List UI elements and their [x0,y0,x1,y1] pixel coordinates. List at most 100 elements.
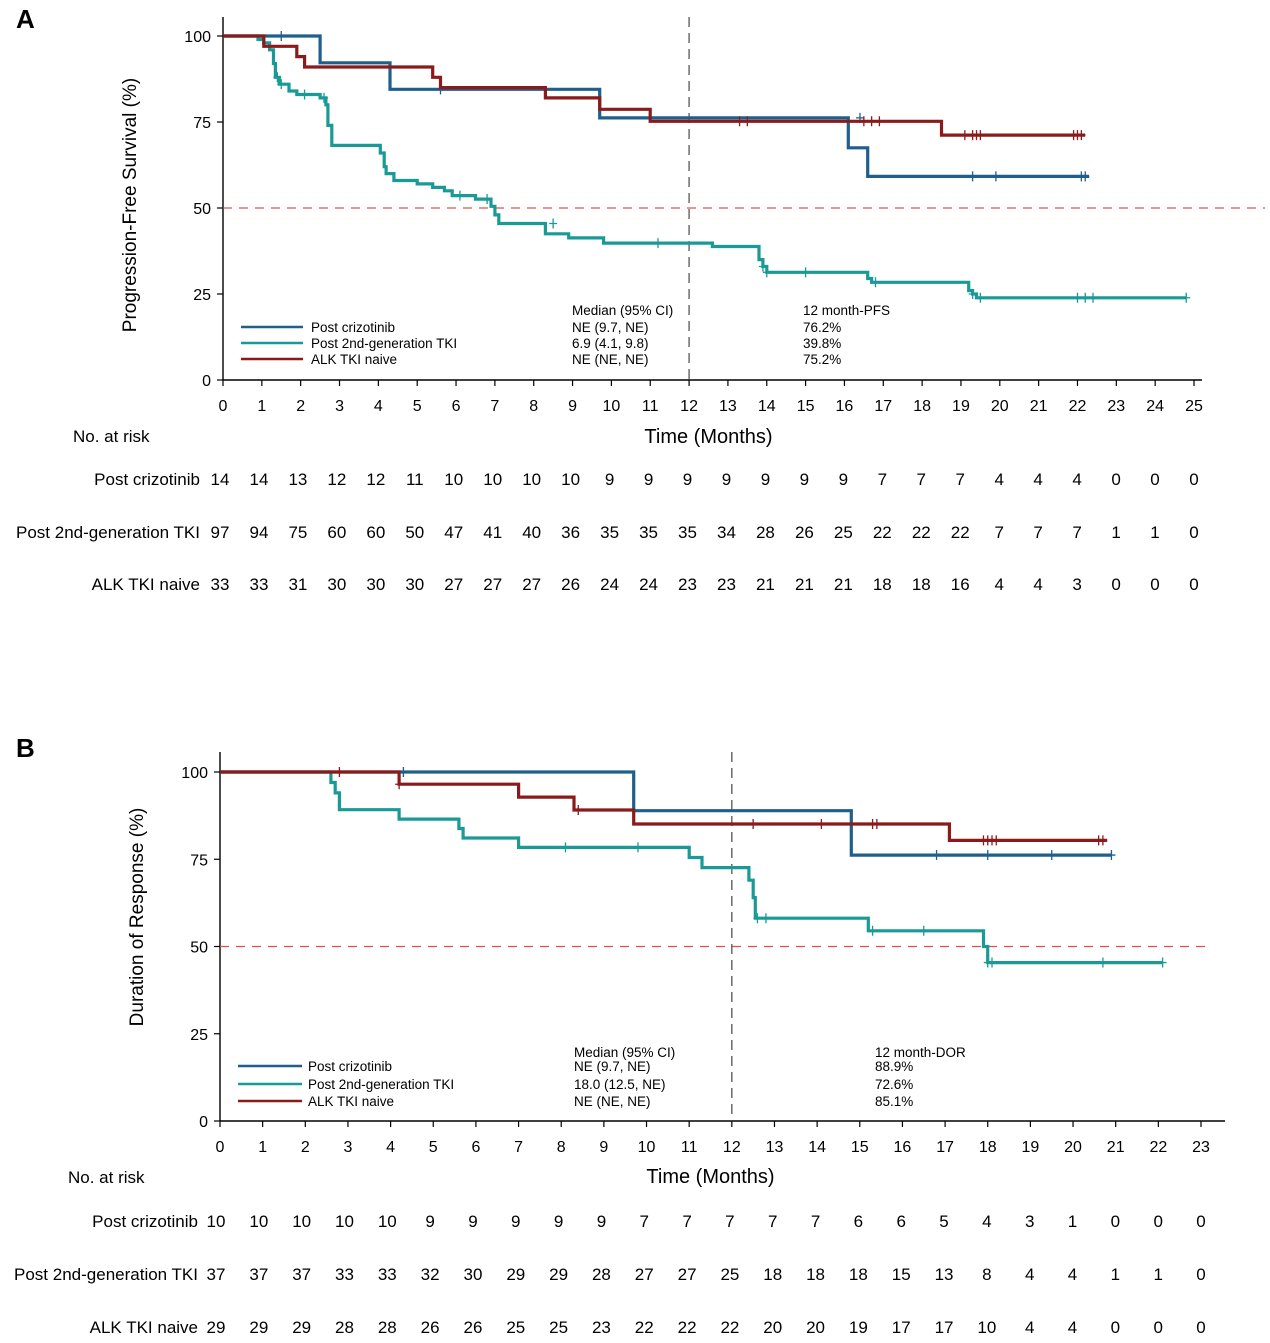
risk-cell: 10 [335,1212,354,1231]
x-tick-label: 9 [568,398,577,415]
legend-median-value: NE (9.7, NE) [572,320,649,335]
risk-cell: 12 [327,470,346,489]
risk-cell: 4 [1025,1265,1034,1284]
km-curve-post-2nd-gen [223,34,1187,300]
risk-cell: 94 [249,523,268,542]
risk-cell: 9 [761,470,770,489]
risk-cell: 37 [292,1265,311,1284]
censor-mark [1081,292,1090,303]
censor-mark [277,31,286,41]
legend-rate-value: 39.8% [803,336,841,351]
censor-mark [395,779,404,790]
risk-cell: 4 [994,470,1003,489]
censor-mark [654,238,663,249]
censor-mark [968,289,977,299]
risk-cell: 4 [1072,470,1081,489]
y-axis-title: Duration of Response (%) [127,808,148,1027]
risk-cell: 10 [561,470,580,489]
legend-rate-value: 85.1% [875,1094,913,1109]
risk-cell: 60 [327,523,346,542]
censor-mark [399,767,408,777]
risk-cell: 0 [1150,575,1159,594]
censor-mark [1073,292,1082,303]
risk-cell: 9 [683,470,692,489]
risk-cell: 7 [956,470,965,489]
risk-cell: 7 [1033,523,1042,542]
censor-mark [1089,292,1098,303]
risk-cell: 1 [1150,523,1159,542]
risk-cell: 4 [1025,1318,1034,1337]
x-tick-label: 22 [1069,398,1087,415]
risk-cell: 7 [640,1212,649,1231]
legend-rate-value: 75.2% [803,352,841,367]
censor-mark [1182,292,1191,303]
y-tick-label: 25 [193,287,211,304]
risk-cell: 25 [720,1265,739,1284]
x-tick-label: 20 [991,398,1009,415]
censor-mark [1158,957,1167,968]
censor-mark [277,79,286,90]
risk-cell: 10 [292,1212,311,1231]
legend-header-median: Median (95% CI) [574,1045,675,1060]
censor-mark [761,913,770,924]
risk-cell: 0 [1153,1212,1162,1231]
legend-median-value: NE (NE, NE) [572,352,649,367]
risk-cell: 30 [327,575,346,594]
x-tick-label: 15 [797,398,815,415]
censor-mark [743,116,752,127]
censor-mark [1047,850,1056,861]
censor-mark [758,261,767,272]
risk-cell: 0 [1189,575,1198,594]
x-tick-label: 7 [490,398,499,415]
risk-cell: 26 [795,523,814,542]
censor-mark [817,819,826,830]
risk-cell: 33 [378,1265,397,1284]
legend-median-value: 18.0 (12.5, NE) [574,1077,666,1092]
risk-cell: 1 [1068,1212,1077,1231]
x-tick-label: 6 [452,398,461,415]
risk-cell: 14 [211,470,230,489]
censor-mark [988,957,997,968]
risk-cell: 0 [1196,1212,1205,1231]
x-tick-label: 4 [374,398,383,415]
y-axis-title: Progression-Free Survival (%) [120,78,141,332]
risk-row-label: ALK TKI naive [92,575,200,594]
risk-cell: 28 [592,1265,611,1284]
panel-label-b: B [16,733,35,763]
risk-cell: 5 [939,1212,948,1231]
risk-table-title: No. at risk [68,1168,145,1187]
risk-cell: 7 [768,1212,777,1231]
risk-cell: 33 [249,575,268,594]
risk-cell: 23 [592,1318,611,1337]
risk-cell: 4 [1033,470,1042,489]
risk-cell: 28 [756,523,775,542]
panel-label-a: A [16,4,35,34]
censor-mark [483,194,492,205]
x-tick-label: 19 [952,398,970,415]
x-tick-label: 23 [1192,1139,1210,1156]
km-curve-alk-naive [223,34,1086,137]
risk-cell: 23 [717,575,736,594]
risk-cell: 7 [1072,523,1081,542]
risk-table-title: No. at risk [73,427,150,446]
risk-row-label: Post 2nd-generation TKI [14,1265,198,1284]
risk-cell: 35 [600,523,619,542]
risk-cell: 27 [522,575,541,594]
risk-cell: 10 [249,1212,268,1231]
y-tick-label: 50 [190,940,208,957]
risk-cell: 0 [1196,1265,1205,1284]
risk-cell: 3 [1072,575,1081,594]
x-tick-label: 1 [258,1139,267,1156]
risk-cell: 4 [1068,1265,1077,1284]
x-tick-label: 8 [557,1139,566,1156]
risk-cell: 22 [635,1318,654,1337]
risk-cell: 29 [292,1318,311,1337]
x-tick-label: 21 [1107,1139,1125,1156]
censor-mark [983,850,992,861]
risk-cell: 0 [1111,575,1120,594]
risk-cell: 60 [366,523,385,542]
censor-mark [868,925,877,936]
y-tick-label: 75 [193,115,211,132]
